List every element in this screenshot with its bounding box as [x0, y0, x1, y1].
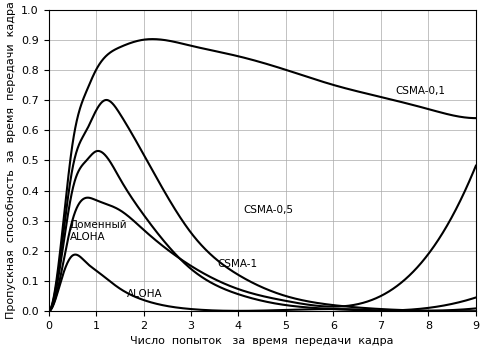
X-axis label: Число  попыток   за  время  передачи  кадра: Число попыток за время передачи кадра [130, 337, 393, 346]
Y-axis label: Пропускная  способность  за  время  передачи  кадра: Пропускная способность за время передачи… [5, 1, 15, 319]
Text: CSMA-0,5: CSMA-0,5 [243, 205, 293, 215]
Text: CSMA-0,1: CSMA-0,1 [394, 86, 444, 96]
Text: Доменный
ALOHA: Доменный ALOHA [70, 220, 127, 242]
Text: CSMA-1: CSMA-1 [217, 259, 257, 269]
Text: ALOHA: ALOHA [127, 289, 162, 299]
